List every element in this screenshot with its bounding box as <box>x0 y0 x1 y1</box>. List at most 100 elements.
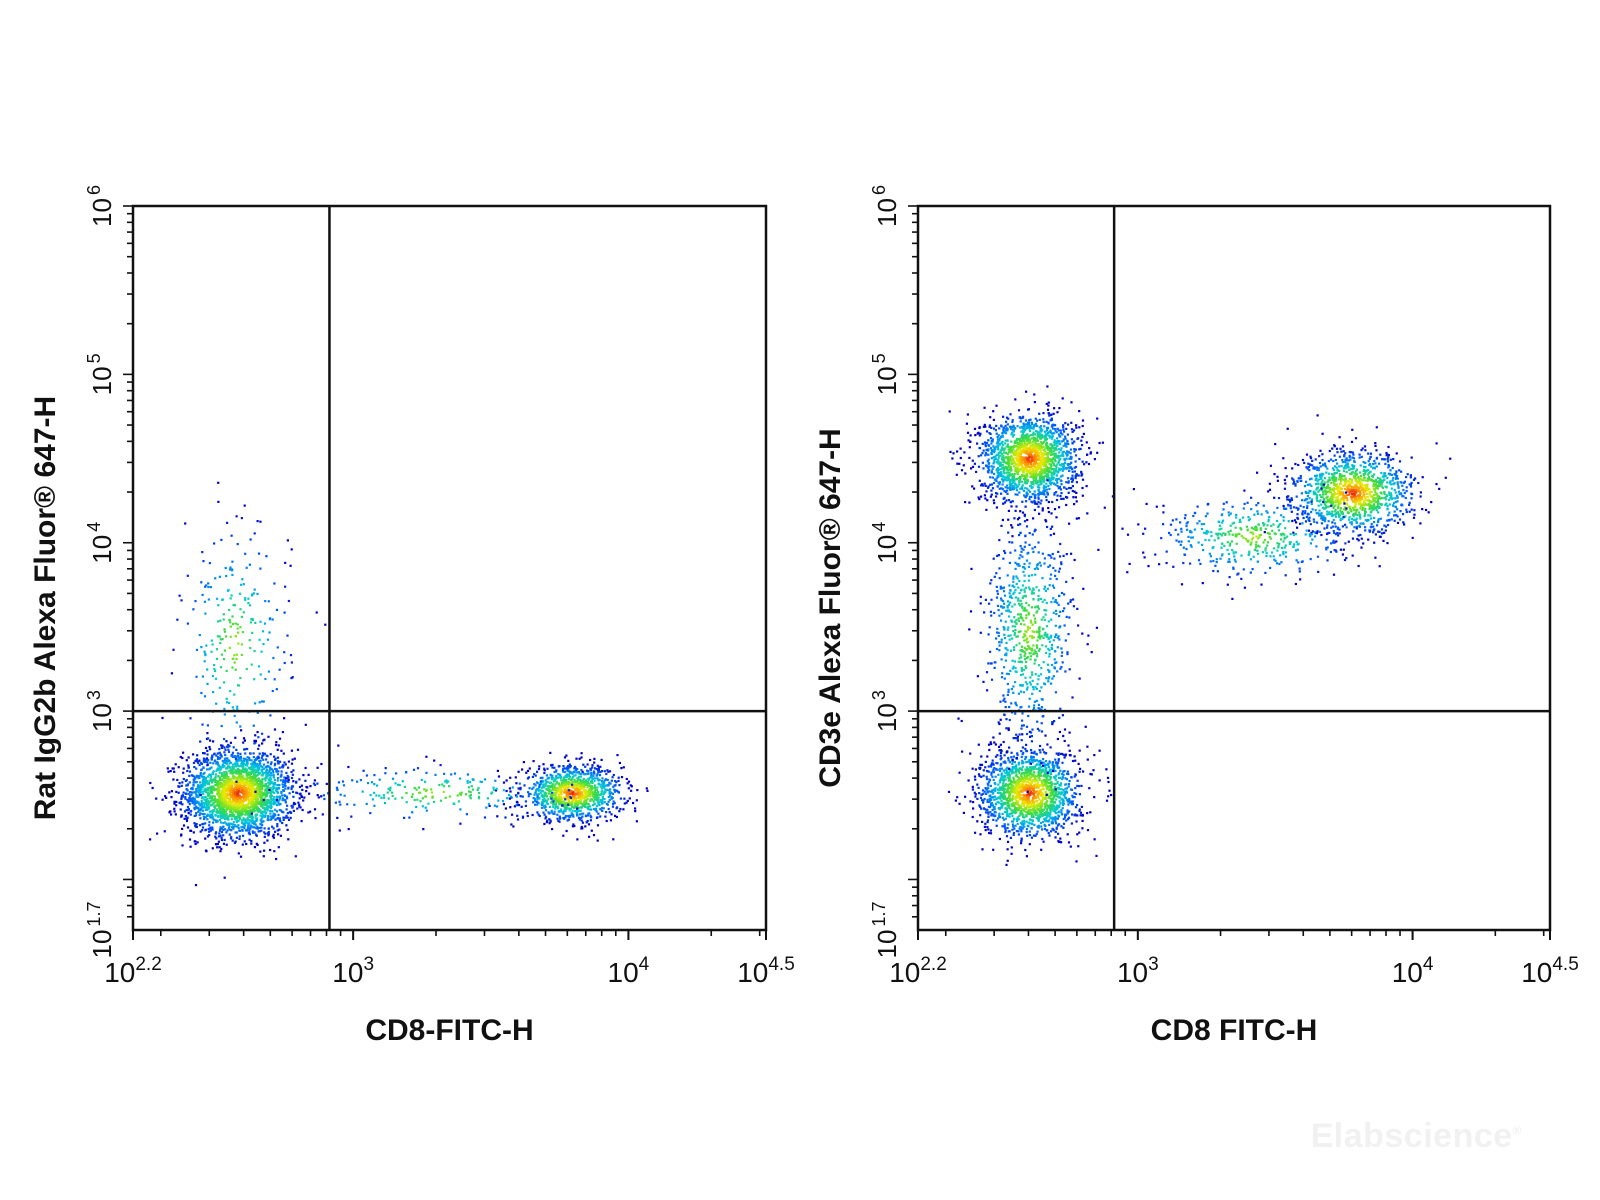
event-dot <box>248 838 251 841</box>
event-dot <box>1051 461 1054 464</box>
event-dot <box>161 798 164 801</box>
event-dot <box>378 794 381 797</box>
event-dot <box>193 822 196 825</box>
event-dot <box>576 814 579 817</box>
event-dot <box>231 560 234 563</box>
event-dot <box>353 803 356 806</box>
event-dot <box>234 757 237 760</box>
event-dot <box>277 801 280 804</box>
event-dot <box>241 784 244 787</box>
event-dot <box>188 781 191 784</box>
event-dot <box>222 834 225 837</box>
event-dot <box>548 792 551 795</box>
event-dot <box>203 798 206 801</box>
event-dot <box>1073 448 1076 451</box>
event-dot <box>221 598 224 601</box>
event-dot <box>593 802 596 806</box>
event-dot <box>1022 444 1025 447</box>
event-dot <box>258 752 261 755</box>
event-dot <box>214 804 217 807</box>
event-dot <box>1029 441 1032 444</box>
event-dot <box>527 795 530 798</box>
event-dot <box>963 451 966 454</box>
event-dot <box>249 771 253 774</box>
event-dot <box>178 782 181 785</box>
event-dot <box>562 791 565 794</box>
event-dot <box>207 794 210 797</box>
event-dot <box>540 795 543 798</box>
event-dot <box>253 588 256 591</box>
event-dot <box>322 794 325 797</box>
event-dot <box>237 800 240 803</box>
event-dot <box>538 797 541 800</box>
event-dot <box>254 777 257 780</box>
event-dot <box>540 803 543 806</box>
event-dot <box>568 763 571 766</box>
event-dot <box>558 776 561 779</box>
event-dot <box>180 599 183 602</box>
event-dot <box>1005 427 1008 431</box>
event-dot <box>1048 462 1051 465</box>
event-dot <box>1003 475 1006 478</box>
event-dot <box>553 787 556 791</box>
event-dot <box>243 810 246 813</box>
event-dot <box>279 775 282 778</box>
event-dot <box>259 759 262 762</box>
event-dot <box>580 819 583 822</box>
event-dot <box>256 592 259 595</box>
event-dot <box>615 781 618 784</box>
event-dot <box>515 795 518 798</box>
event-dot <box>208 794 211 797</box>
event-dot <box>185 808 188 812</box>
event-dot <box>298 805 301 808</box>
event-dot <box>247 811 250 814</box>
event-dot <box>253 759 256 762</box>
event-dot <box>199 812 202 815</box>
event-dot <box>246 747 249 751</box>
event-dot <box>200 802 203 805</box>
event-dot <box>625 801 628 804</box>
event-dot <box>537 793 541 796</box>
event-dot <box>236 776 239 779</box>
event-dot <box>1085 461 1088 464</box>
y-tick-label: 104 <box>84 522 117 564</box>
event-dot <box>990 426 993 429</box>
event-dot <box>223 815 227 818</box>
event-dot <box>287 766 290 769</box>
event-dot <box>578 757 581 760</box>
event-dot <box>403 816 406 819</box>
event-dot <box>248 822 251 825</box>
event-dot <box>1078 448 1081 451</box>
event-dot <box>1031 443 1035 446</box>
event-dot <box>588 808 592 811</box>
event-dot <box>235 763 238 766</box>
event-dot <box>199 790 202 793</box>
event-dot <box>271 790 274 793</box>
event-dot <box>285 824 288 827</box>
event-dot <box>543 813 546 816</box>
event-dot <box>205 780 208 783</box>
event-dot <box>242 759 246 763</box>
event-dot <box>596 824 600 827</box>
event-dot <box>240 643 243 646</box>
event-dot <box>439 799 443 802</box>
event-dot <box>202 757 205 760</box>
event-dot <box>253 784 256 787</box>
event-dot <box>1056 454 1060 457</box>
event-dot <box>493 804 496 807</box>
event-dot <box>204 612 207 615</box>
event-dot <box>549 784 552 787</box>
event-dot <box>1050 437 1054 440</box>
event-dot <box>480 780 483 784</box>
event-dot <box>247 832 250 835</box>
event-dot <box>1045 482 1048 485</box>
event-dot <box>211 643 214 646</box>
event-dot <box>181 781 184 784</box>
event-dot <box>225 843 228 846</box>
event-dot <box>596 786 599 789</box>
event-dot <box>223 876 226 879</box>
event-dot <box>207 789 210 792</box>
event-dot <box>608 792 611 795</box>
event-dot <box>508 797 511 800</box>
event-dot <box>259 567 262 570</box>
